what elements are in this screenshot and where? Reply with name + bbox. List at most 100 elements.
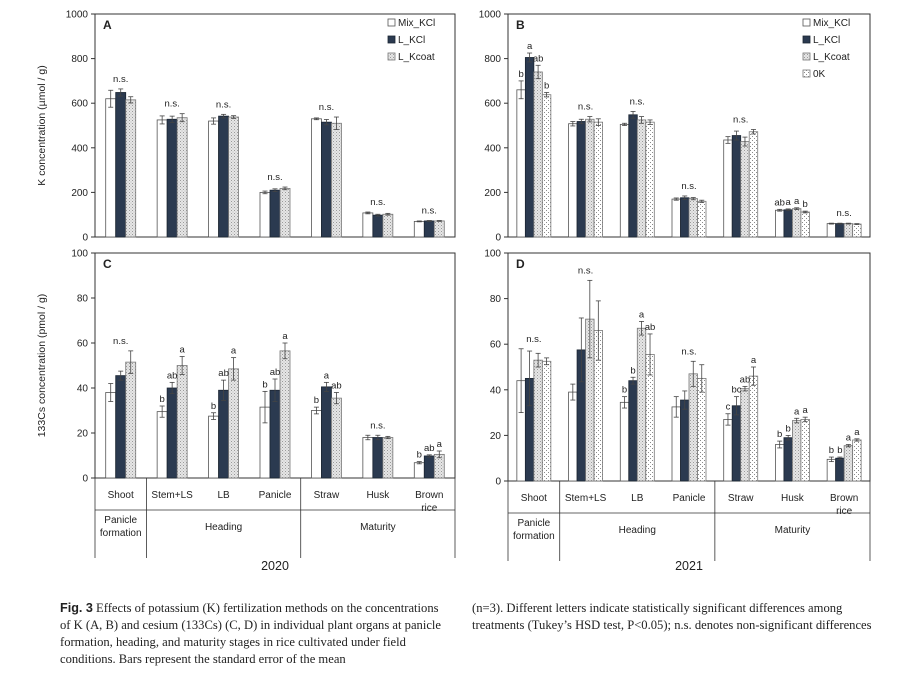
y-tick-label: 40 xyxy=(77,384,89,395)
bar-l-kcl xyxy=(218,115,229,238)
bar-0k xyxy=(697,377,707,482)
bar-mix-kcl xyxy=(723,419,733,482)
bar-mix-kcl xyxy=(723,139,733,238)
stage-label: Heading xyxy=(205,522,242,533)
bar-mix-kcl xyxy=(105,98,117,238)
legend-swatch xyxy=(387,35,396,44)
significance-letter: a xyxy=(437,439,443,450)
bar-mix-kcl xyxy=(259,191,271,238)
significance-letter: a xyxy=(803,405,809,416)
significance-letter: b xyxy=(417,450,422,461)
significance-letter: a xyxy=(527,41,533,52)
significance-letter: a xyxy=(231,346,237,357)
y-tick-label: 60 xyxy=(490,340,502,351)
significance-letter: ab xyxy=(774,197,785,208)
significance-label: n.s. xyxy=(370,420,385,431)
significance-letter: a xyxy=(854,427,860,438)
panel-letter: D xyxy=(516,257,525,271)
bar-mix-kcl xyxy=(413,462,425,479)
bar-0k xyxy=(593,121,603,238)
bar-l-kcoat xyxy=(331,397,342,479)
significance-letter: ab xyxy=(218,368,229,379)
bar-l-kcl xyxy=(166,387,178,479)
significance-letter: a xyxy=(179,345,185,356)
significance-label: n.s. xyxy=(113,336,128,347)
significance-letter: ab xyxy=(740,374,751,385)
y-tick-label: 0 xyxy=(82,474,88,485)
bar-l-kcl xyxy=(576,121,586,238)
significance-label: n.s. xyxy=(113,74,128,85)
significance-label: n.s. xyxy=(681,346,696,357)
significance-letter: a xyxy=(282,331,288,342)
bar-mix-kcl xyxy=(516,89,526,238)
legend-label: L_Kcoat xyxy=(398,52,435,63)
bar-mix-kcl xyxy=(105,392,117,479)
bar-l-kcoat xyxy=(382,213,394,238)
category-label: Stem+LS xyxy=(565,493,607,504)
legend-label: L_KCl xyxy=(813,35,840,46)
y-tick-label: 20 xyxy=(77,429,89,440)
y-tick-label: 100 xyxy=(71,249,88,260)
y-tick-label: 200 xyxy=(71,188,88,199)
y-tick-label: 0 xyxy=(495,233,501,244)
bar-mix-kcl xyxy=(671,198,681,238)
significance-label: n.s. xyxy=(578,265,593,276)
bar-mix-kcl xyxy=(413,220,425,238)
bar-l-kcl xyxy=(835,223,845,238)
significance-letter: ab xyxy=(270,367,281,378)
bar-l-kcl xyxy=(321,121,332,238)
bar-l-kcoat xyxy=(433,220,445,238)
legend-label: 0K xyxy=(813,69,826,80)
bar-mix-kcl xyxy=(208,415,219,479)
significance-letter: b xyxy=(211,401,216,412)
figure-caption-right: (n=3). Different letters indicate statis… xyxy=(472,600,884,634)
category-label: Straw xyxy=(728,493,754,504)
bar-mix-kcl xyxy=(156,119,168,238)
category-label: rice xyxy=(836,506,853,517)
bar-0k xyxy=(541,360,552,482)
bar-0k xyxy=(852,439,862,482)
bar-l-kcoat xyxy=(533,71,543,238)
bar-l-kcoat xyxy=(331,122,342,238)
category-label: Husk xyxy=(781,493,805,504)
bar-l-kcoat xyxy=(176,117,188,238)
stage-label: Panicle xyxy=(517,518,550,529)
bar-l-kcoat xyxy=(585,118,595,238)
category-label: Shoot xyxy=(108,490,134,501)
caption-text-left: Effects of potassium (K) fertilization m… xyxy=(60,601,442,666)
bar-l-kcl xyxy=(731,405,742,482)
significance-letter: b xyxy=(786,423,791,434)
bar-mix-kcl xyxy=(671,406,681,482)
bar-0k xyxy=(852,223,862,238)
bar-l-kcl xyxy=(372,214,384,238)
bar-l-kcoat xyxy=(636,119,647,238)
significance-label: n.s. xyxy=(267,172,282,183)
bar-mix-kcl xyxy=(775,444,785,482)
bar-l-kcoat xyxy=(279,350,291,479)
bar-l-kcl xyxy=(115,92,127,238)
bar-mix-kcl xyxy=(826,223,837,238)
significance-letter: a xyxy=(794,406,800,417)
significance-letter: b xyxy=(803,199,808,210)
y-tick-label: 1000 xyxy=(479,10,502,21)
bar-l-kcl xyxy=(783,437,793,482)
y-tick-label: 80 xyxy=(77,294,89,305)
bar-l-kcoat xyxy=(125,99,137,238)
y-tick-label: 200 xyxy=(484,188,501,199)
y-tick-label: 400 xyxy=(71,143,88,154)
significance-label: n.s. xyxy=(630,96,645,107)
legend-label: Mix_KCl xyxy=(398,18,435,29)
bar-l-kcoat xyxy=(533,359,543,482)
stage-label: Maturity xyxy=(360,522,396,533)
significance-letter: a xyxy=(639,309,645,320)
stage-label: formation xyxy=(513,531,555,542)
figure-label: Fig. 3 xyxy=(60,601,93,615)
significance-letter: ab xyxy=(331,381,342,392)
significance-letter: b xyxy=(544,80,549,91)
significance-letter: c xyxy=(726,402,731,413)
y-tick-label: 600 xyxy=(484,99,501,110)
bar-l-kcl xyxy=(680,197,690,238)
bar-l-kcoat xyxy=(843,223,854,238)
bar-mix-kcl xyxy=(619,123,630,238)
